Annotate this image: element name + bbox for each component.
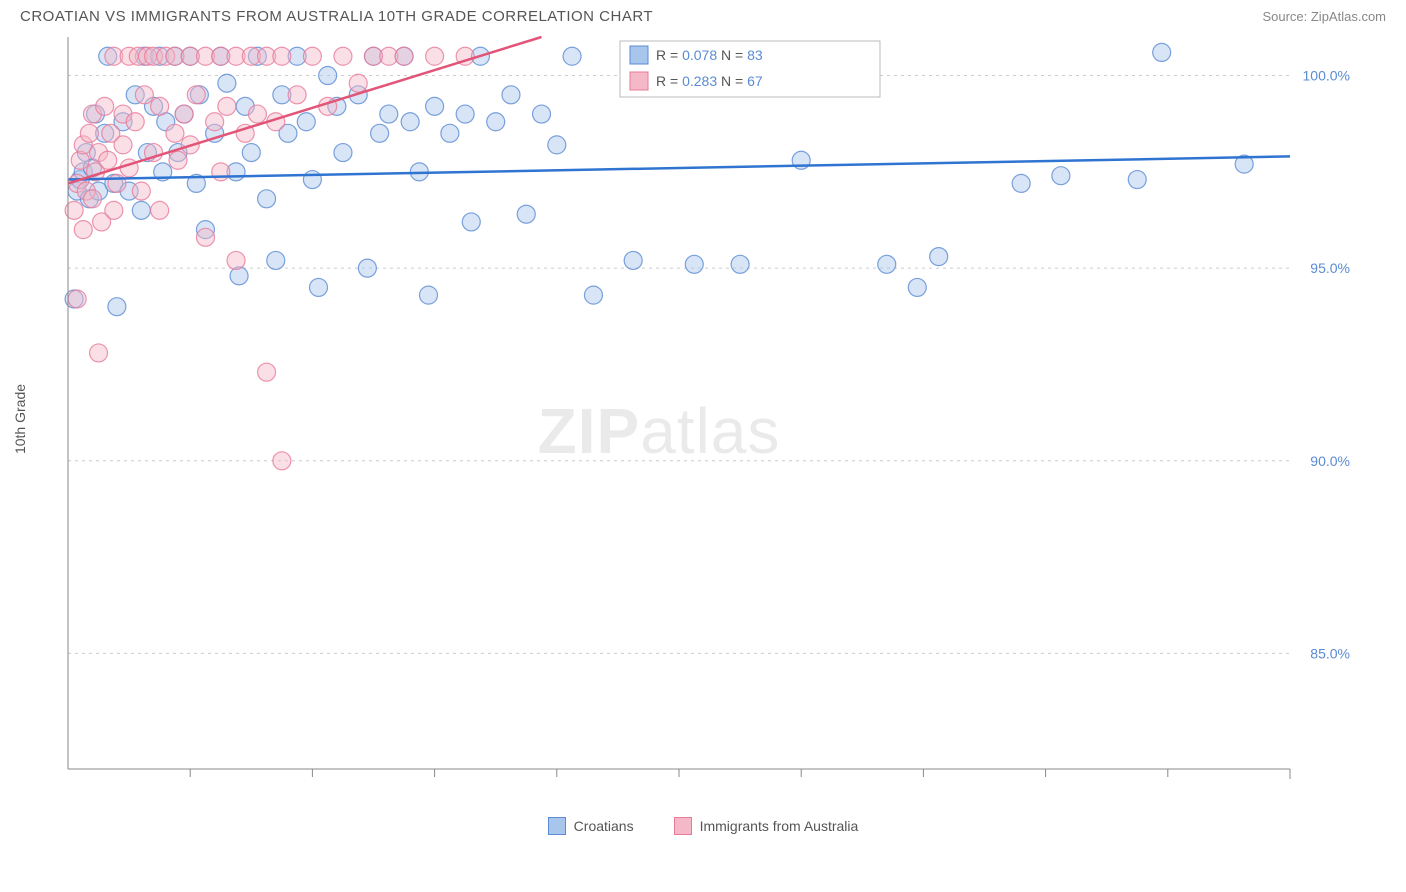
data-point (624, 251, 642, 269)
data-point (71, 151, 89, 169)
data-point (248, 105, 266, 123)
legend-label: Immigrants from Australia (700, 818, 859, 834)
data-point (166, 124, 184, 142)
data-point (99, 151, 117, 169)
data-point (548, 136, 566, 154)
data-point (187, 86, 205, 104)
legend-stat: R = 0.283 N = 67 (656, 73, 763, 89)
legend-swatch (630, 72, 648, 90)
data-point (80, 124, 98, 142)
legend-item: Immigrants from Australia (674, 817, 859, 835)
data-point (151, 201, 169, 219)
data-point (310, 278, 328, 296)
data-point (196, 228, 214, 246)
data-point (380, 105, 398, 123)
data-point (273, 47, 291, 65)
data-point (334, 47, 352, 65)
data-point (419, 286, 437, 304)
data-point (1153, 43, 1171, 61)
data-point (395, 47, 413, 65)
data-point (319, 67, 337, 85)
data-point (169, 151, 187, 169)
data-point (126, 113, 144, 131)
data-point (908, 278, 926, 296)
data-point (303, 47, 321, 65)
data-point (96, 97, 114, 115)
data-point (83, 190, 101, 208)
data-point (267, 251, 285, 269)
data-point (218, 74, 236, 92)
y-tick-label: 90.0% (1310, 453, 1350, 469)
data-point (132, 182, 150, 200)
data-point (685, 255, 703, 273)
data-point (563, 47, 581, 65)
data-point (175, 105, 193, 123)
data-point (108, 298, 126, 316)
data-point (426, 97, 444, 115)
data-point (358, 259, 376, 277)
chart-container: 10th Grade 85.0%90.0%95.0%100.0%ZIPatlas… (60, 29, 1386, 809)
data-point (114, 136, 132, 154)
watermark: ZIPatlas (538, 395, 781, 467)
data-point (206, 113, 224, 131)
y-tick-label: 95.0% (1310, 260, 1350, 276)
scatter-plot: 85.0% 90.0% 95.0% 100.0% ZIPatlas 0.0% 40.0% R … (60, 29, 1360, 789)
data-point (878, 255, 896, 273)
data-point (930, 248, 948, 266)
data-point (1012, 174, 1030, 192)
data-point (135, 86, 153, 104)
data-point (334, 144, 352, 162)
data-point (584, 286, 602, 304)
legend-stat: R = 0.078 N = 83 (656, 47, 763, 63)
data-point (212, 163, 230, 181)
data-point (273, 452, 291, 470)
legend-swatch (630, 46, 648, 64)
data-point (132, 201, 150, 219)
data-point (462, 213, 480, 231)
data-point (533, 105, 551, 123)
data-point (288, 86, 306, 104)
data-point (258, 190, 276, 208)
data-point (303, 171, 321, 189)
data-point (151, 97, 169, 115)
data-point (401, 113, 419, 131)
data-point (517, 205, 535, 223)
data-point (90, 344, 108, 362)
data-point (258, 363, 276, 381)
data-point (227, 251, 245, 269)
y-tick-label: 85.0% (1310, 645, 1350, 661)
chart-source: Source: ZipAtlas.com (1262, 9, 1386, 24)
legend-swatch (674, 817, 692, 835)
data-point (487, 113, 505, 131)
data-point (1128, 171, 1146, 189)
chart-title: CROATIAN VS IMMIGRANTS FROM AUSTRALIA 10… (20, 8, 653, 25)
data-point (371, 124, 389, 142)
data-point (74, 221, 92, 239)
data-point (218, 97, 236, 115)
x-tick-label: 0.0% (70, 786, 102, 789)
y-tick-label: 100.0% (1303, 68, 1350, 84)
legend-swatch (548, 817, 566, 835)
data-point (108, 174, 126, 192)
data-point (502, 86, 520, 104)
data-point (242, 144, 260, 162)
data-point (456, 105, 474, 123)
data-point (426, 47, 444, 65)
data-point (1052, 167, 1070, 185)
data-point (349, 74, 367, 92)
legend-bottom: Croatians Immigrants from Australia (0, 817, 1406, 835)
legend-label: Croatians (574, 818, 634, 834)
y-axis-label: 10th Grade (12, 384, 28, 454)
chart-header: CROATIAN VS IMMIGRANTS FROM AUSTRALIA 10… (0, 0, 1406, 29)
x-tick-label: 40.0% (1250, 786, 1290, 789)
data-point (105, 201, 123, 219)
data-point (68, 290, 86, 308)
legend-item: Croatians (548, 817, 634, 835)
data-point (441, 124, 459, 142)
data-point (297, 113, 315, 131)
data-point (230, 267, 248, 285)
data-point (731, 255, 749, 273)
